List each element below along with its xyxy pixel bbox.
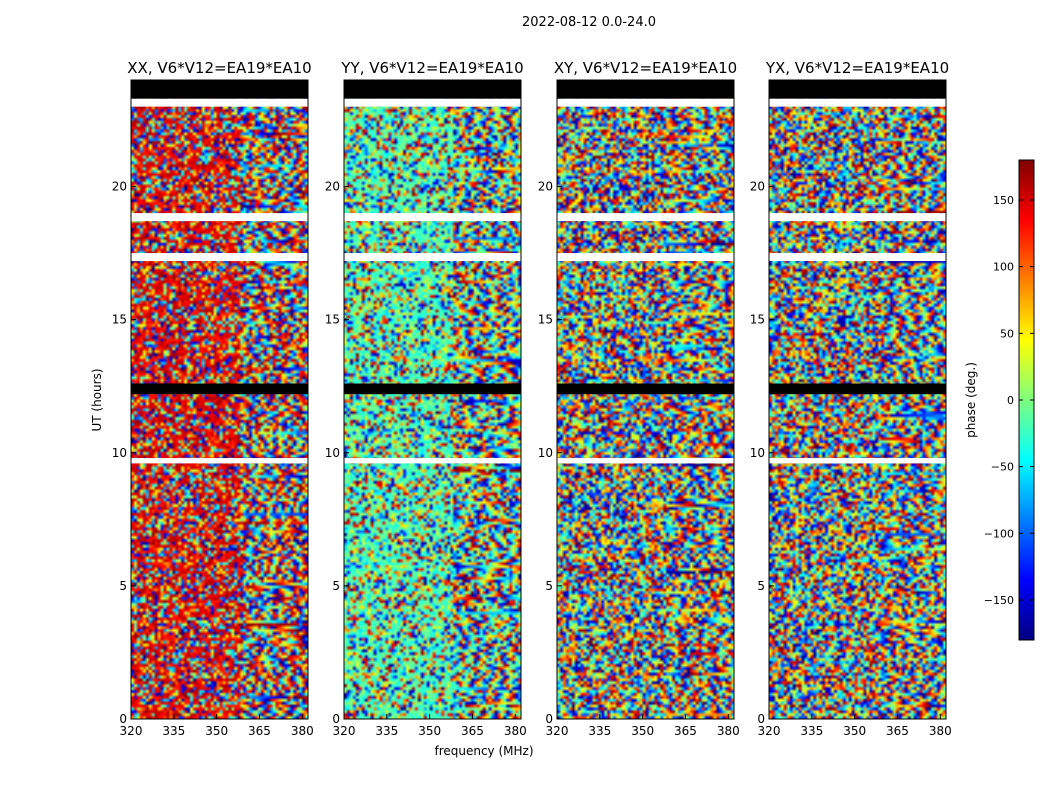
colorbar-tick-label: 0 <box>1007 394 1014 407</box>
flagged-band <box>131 80 308 99</box>
panels-group: XX, V6*V12=EA19*EA10 320 335 350 365 380 0 5 10 1… <box>112 59 952 738</box>
x-tick-label: 380 <box>504 724 527 738</box>
colorbar-ticks: 150 100 50 0 −50 −100 −150 <box>984 194 1034 607</box>
y-tick-label: 5 <box>332 579 340 593</box>
panel-frame <box>343 79 522 720</box>
y-tick-label: 20 <box>538 180 553 194</box>
y-tick-label: 15 <box>112 313 127 327</box>
colorbar-tick-label: −100 <box>984 527 1014 540</box>
y-tick-label: 5 <box>545 579 553 593</box>
flagged-band <box>557 383 734 395</box>
y-tick-label: 5 <box>119 579 127 593</box>
x-axis-label: frequency (MHz) <box>434 744 533 758</box>
x-tick-label: 335 <box>588 724 611 738</box>
phase-heatmap <box>131 80 308 719</box>
y-tick-label: 15 <box>750 313 765 327</box>
y-tick-label: 20 <box>750 180 765 194</box>
x-tick-label: 380 <box>717 724 740 738</box>
flagged-band <box>344 80 521 99</box>
flagged-band <box>344 383 521 395</box>
y-tick-label: 20 <box>112 180 127 194</box>
blank-band <box>557 98 734 107</box>
blank-band <box>131 253 308 262</box>
y-tick-label: 10 <box>112 446 127 460</box>
x-tick-label: 365 <box>886 724 909 738</box>
x-tick-label: 335 <box>375 724 398 738</box>
blank-band <box>344 98 521 107</box>
panel-frame <box>556 79 735 720</box>
x-tick-label: 320 <box>333 724 356 738</box>
panel-yy: YY, V6*V12=EA19*EA10 320 335 350 365 380 0 5 10 1… <box>325 59 527 738</box>
blank-band <box>131 213 308 222</box>
y-tick-label: 15 <box>538 313 553 327</box>
y-tick-label: 0 <box>119 712 127 726</box>
flagged-band <box>131 383 308 395</box>
y-tick-label: 0 <box>757 712 765 726</box>
colorbar-tick-label: 50 <box>1000 327 1014 340</box>
colorbar-label: phase (deg.) <box>964 362 978 438</box>
x-tick-label: 335 <box>800 724 823 738</box>
panel-xy: XY, V6*V12=EA19*EA10 320 335 350 365 380 0 5 10 1… <box>538 59 740 738</box>
x-tick-label: 365 <box>674 724 697 738</box>
blank-band <box>769 213 946 222</box>
blank-band <box>344 253 521 262</box>
blank-band <box>769 458 946 464</box>
x-tick-label: 350 <box>631 724 654 738</box>
blank-band <box>344 213 521 222</box>
phase-heatmap <box>344 80 521 719</box>
x-tick-label: 350 <box>843 724 866 738</box>
y-axis-label: UT (hours) <box>90 368 104 431</box>
x-tick-label: 335 <box>162 724 185 738</box>
panel-frame <box>768 79 947 720</box>
flagged-band <box>557 80 734 99</box>
panel-title: YY, V6*V12=EA19*EA10 <box>340 59 523 77</box>
panel-title: XX, V6*V12=EA19*EA10 <box>127 59 311 77</box>
colorbar: 150 100 50 0 −50 −100 −150 phase (deg.) <box>964 159 1035 641</box>
phase-heatmap <box>769 80 946 719</box>
y-tick-label: 0 <box>545 712 553 726</box>
x-tick-label: 320 <box>758 724 781 738</box>
y-tick-label: 20 <box>325 180 340 194</box>
x-tick-label: 365 <box>248 724 271 738</box>
x-tick-label: 380 <box>291 724 314 738</box>
blank-band <box>557 253 734 262</box>
blank-band <box>131 458 308 464</box>
phase-heatmap <box>557 80 734 719</box>
x-tick-label: 350 <box>418 724 441 738</box>
y-tick-label: 0 <box>332 712 340 726</box>
x-tick-label: 350 <box>205 724 228 738</box>
x-tick-label: 320 <box>546 724 569 738</box>
y-tick-label: 10 <box>538 446 553 460</box>
x-tick-label: 380 <box>929 724 952 738</box>
panel-title: XY, V6*V12=EA19*EA10 <box>554 59 737 77</box>
blank-band <box>557 213 734 222</box>
colorbar-tick-label: −50 <box>991 461 1014 474</box>
colorbar-tick-label: 150 <box>993 194 1014 207</box>
colorbar-tick-label: −150 <box>984 594 1014 607</box>
panel-title: YX, V6*V12=EA19*EA10 <box>765 59 949 77</box>
y-tick-label: 10 <box>750 446 765 460</box>
y-tick-label: 15 <box>325 313 340 327</box>
y-tick-label: 5 <box>757 579 765 593</box>
blank-band <box>557 458 734 464</box>
blank-band <box>344 458 521 464</box>
x-tick-label: 365 <box>461 724 484 738</box>
blank-band <box>131 98 308 107</box>
y-tick-label: 10 <box>325 446 340 460</box>
figure-suptitle: 2022-08-12 0.0-24.0 <box>522 15 656 30</box>
flagged-band <box>769 383 946 395</box>
x-tick-label: 320 <box>120 724 143 738</box>
blank-band <box>769 98 946 107</box>
colorbar-tick-label: 100 <box>993 261 1014 274</box>
flagged-band <box>769 80 946 99</box>
panel-yx: YX, V6*V12=EA19*EA10 320 335 350 365 380 0 5 10 1… <box>750 59 952 738</box>
blank-band <box>769 253 946 262</box>
panel-frame <box>130 79 309 720</box>
panel-xx: XX, V6*V12=EA19*EA10 320 335 350 365 380 0 5 10 1… <box>112 59 314 738</box>
